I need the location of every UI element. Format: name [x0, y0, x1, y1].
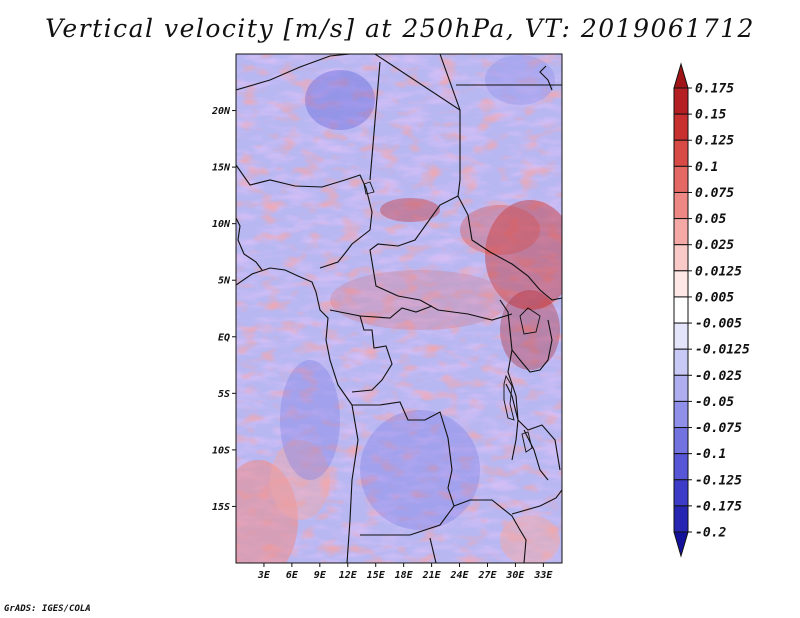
colorbar-swatch [673, 479, 689, 507]
velocity-field [236, 54, 562, 563]
colorbar-swatch [673, 374, 689, 402]
lat-tick-label: 20N [211, 106, 231, 117]
colorbar-swatch [673, 453, 689, 481]
lat-tick-label: 5N [218, 276, 231, 287]
colorbar-label: -0.2 [695, 526, 726, 541]
colorbar-swatch [673, 87, 689, 115]
lat-tick-label: 10S [212, 445, 230, 456]
colorbar-swatch [673, 191, 689, 220]
colorbar-label: 0.125 [695, 134, 734, 149]
lat-tick-label: 15S [212, 502, 230, 513]
colorbar-swatch [673, 400, 689, 429]
lon-tick-label: 33E [533, 570, 553, 581]
colorbar-label: 0.15 [695, 108, 726, 123]
colorbar-swatch [673, 270, 689, 298]
colorbar-label: 0.025 [695, 238, 734, 253]
lon-tick-label: 24E [450, 570, 470, 581]
colorbar-swatch [673, 427, 689, 455]
colorbar-label: 0.05 [695, 212, 726, 227]
credit-text: GrADS: IGES/COLA [4, 604, 91, 614]
lon-tick-label: 21E [422, 570, 442, 581]
lon-tick-label: 3E [257, 570, 271, 581]
colorbar-bottom-arrow [673, 531, 689, 558]
colorbar-label: 0.1 [695, 160, 718, 175]
colorbar-swatch [673, 505, 689, 533]
colorbar-swatch [673, 348, 689, 376]
axis-ticks: 3E 6E 9E 12E 15E 18E 21E 24E 27E 30E 33E 20N 15N 10N 5… [211, 106, 553, 581]
colorbar-label: -0.1 [695, 447, 726, 462]
colorbar-label: -0.175 [695, 499, 742, 514]
colorbar-swatch [673, 296, 689, 324]
colorbar-swatch [673, 113, 689, 141]
map-border [235, 53, 563, 564]
lon-tick-label: 9E [314, 570, 327, 581]
lat-tick-label: 15N [212, 163, 231, 174]
colorbar-swatch [673, 244, 689, 272]
lat-tick-label: 10N [212, 219, 231, 230]
colorbar-top-arrow [673, 62, 689, 89]
colorbar-label: -0.025 [695, 369, 742, 384]
lon-tick-label: 27E [477, 570, 497, 581]
lakes [363, 181, 541, 453]
colorbar-label: 0.005 [695, 290, 734, 305]
map-frame: 3E 6E 9E 12E 15E 18E 21E 24E 27E 30E 33E 20N 15N 10N 5… [211, 53, 563, 581]
colorbar-label: -0.0125 [695, 343, 750, 358]
colorbar-label: 0.075 [695, 186, 734, 201]
colorbar-swatch [673, 139, 689, 167]
lon-tick-label: 12E [339, 570, 358, 581]
lat-tick-label: 5S [218, 389, 230, 400]
colorbar-label: -0.005 [695, 317, 742, 332]
colorbar-label: -0.075 [695, 421, 742, 436]
colorbar-swatch [673, 218, 689, 246]
colorbar-label: 0.0125 [695, 264, 742, 279]
lon-tick-label: 6E [286, 570, 299, 581]
colorbar-label: -0.125 [695, 473, 742, 488]
lon-tick-label: 15E [367, 570, 386, 581]
colorbar-label: 0.175 [695, 82, 734, 97]
chart-title: Vertical velocity [m/s] at 250hPa, VT: 2… [45, 14, 755, 43]
country-borders [236, 54, 562, 563]
lat-tick-label: EQ [218, 332, 230, 343]
colorbar-swatch [673, 165, 689, 193]
colorbar-swatch [673, 322, 689, 350]
lon-tick-label: 18E [395, 570, 414, 581]
lon-tick-label: 30E [505, 570, 525, 581]
colorbar: 0.175 0.15 0.125 0.1 0.075 0.05 0.025 0.0125 0.0… [673, 62, 750, 558]
colorbar-label: -0.05 [695, 395, 734, 410]
